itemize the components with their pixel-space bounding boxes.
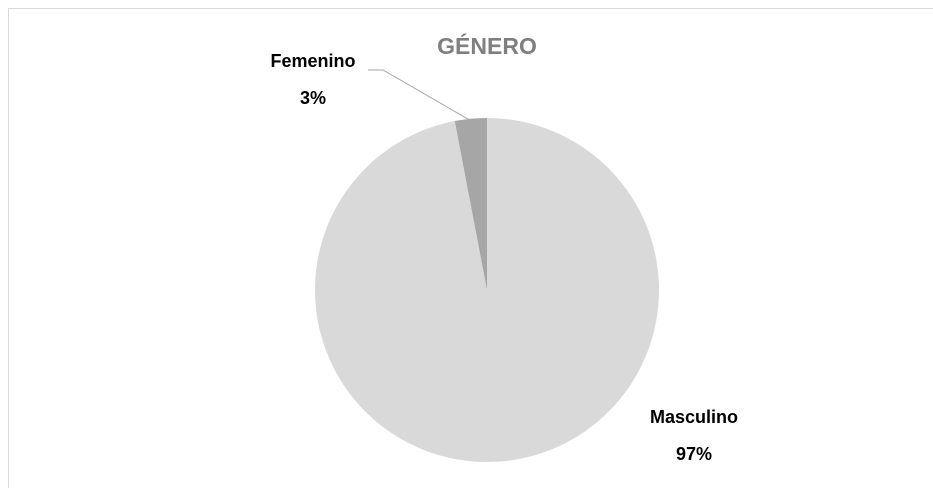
chart-title: GÉNERO bbox=[437, 32, 537, 59]
data-label-value: 3% bbox=[300, 88, 326, 108]
pie-slice bbox=[454, 118, 487, 290]
pie-slice bbox=[315, 118, 660, 462]
data-label-category: Masculino bbox=[650, 407, 738, 427]
data-label-value: 97% bbox=[676, 444, 712, 464]
data-label-category: Femenino bbox=[270, 51, 355, 71]
leader-line bbox=[368, 69, 472, 122]
